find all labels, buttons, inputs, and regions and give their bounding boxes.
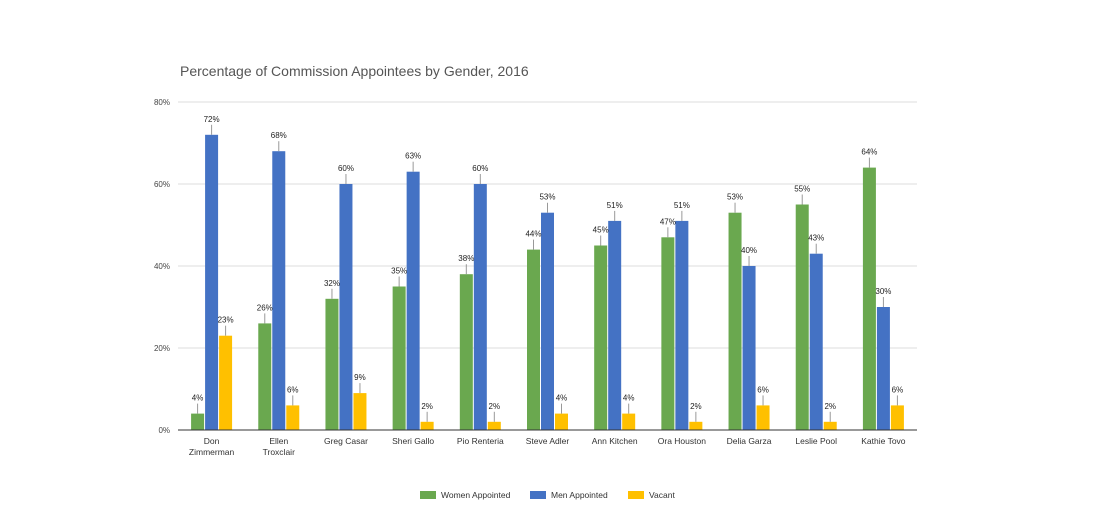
- x-tick-label: Ellen: [269, 436, 288, 446]
- y-tick-label: 0%: [158, 426, 170, 435]
- x-tick-label: Delia Garza: [727, 436, 772, 446]
- x-tick-label: Ann Kitchen: [592, 436, 638, 446]
- data-label: 23%: [218, 316, 234, 325]
- x-tick-label: Greg Casar: [324, 436, 368, 446]
- data-label: 55%: [794, 185, 810, 194]
- data-label: 32%: [324, 279, 340, 288]
- x-tick-label: Ora Houston: [658, 436, 706, 446]
- data-label: 51%: [674, 201, 690, 210]
- bar: [325, 298, 339, 430]
- data-label: 2%: [421, 402, 433, 411]
- data-label: 4%: [192, 394, 204, 403]
- bar: [353, 393, 367, 430]
- bar: [541, 212, 554, 430]
- bar: [555, 413, 568, 430]
- bar: [487, 421, 501, 430]
- bar: [258, 323, 272, 430]
- data-label: 44%: [525, 230, 541, 239]
- bar: [795, 204, 809, 430]
- x-tick-label: Kathie Tovo: [861, 436, 906, 446]
- legend-label[interactable]: Men Appointed: [551, 490, 608, 500]
- data-label: 38%: [458, 254, 474, 263]
- data-label: 6%: [892, 385, 904, 394]
- data-label: 9%: [354, 373, 366, 382]
- bar: [527, 249, 540, 430]
- data-label: 26%: [257, 303, 273, 312]
- x-tick-label: Don: [204, 436, 220, 446]
- bar: [219, 335, 233, 430]
- data-label: 40%: [741, 246, 757, 255]
- bar: [728, 212, 742, 430]
- y-tick-label: 80%: [154, 98, 170, 107]
- bar: [286, 405, 300, 430]
- bar: [594, 245, 608, 430]
- x-tick-label: Zimmerman: [189, 447, 235, 457]
- legend-label[interactable]: Women Appointed: [441, 490, 511, 500]
- bar: [191, 413, 205, 430]
- bar: [862, 167, 876, 430]
- data-label: 6%: [287, 385, 299, 394]
- bar: [406, 171, 420, 430]
- bar: [420, 421, 434, 430]
- y-axis-ticks: 0% 20% 40% 60% 80%: [154, 98, 170, 435]
- data-label: 6%: [757, 385, 769, 394]
- x-tick-label: Troxclair: [263, 447, 295, 457]
- bar: [392, 286, 406, 430]
- chart-title: Percentage of Commission Appointees by G…: [180, 63, 529, 79]
- bar: [876, 307, 890, 430]
- bar: [459, 274, 473, 430]
- legend-label[interactable]: Vacant: [649, 490, 675, 500]
- bar: [622, 413, 636, 430]
- data-label: 53%: [539, 193, 555, 202]
- x-tick-label: Steve Adler: [526, 436, 570, 446]
- bar: [756, 405, 770, 430]
- bar: [742, 266, 756, 430]
- data-label: 53%: [727, 193, 743, 202]
- data-label: 43%: [808, 234, 824, 243]
- bar: [473, 184, 487, 430]
- data-label: 2%: [690, 402, 702, 411]
- bar: [823, 421, 837, 430]
- bar: [608, 220, 622, 430]
- data-label: 4%: [556, 394, 568, 403]
- bar: [339, 184, 353, 430]
- data-label: 35%: [391, 267, 407, 276]
- data-label: 45%: [593, 226, 609, 235]
- bar: [809, 253, 823, 430]
- data-label: 2%: [489, 402, 501, 411]
- data-label: 60%: [472, 164, 488, 173]
- data-label: 4%: [623, 394, 635, 403]
- bar: [661, 237, 675, 430]
- bar: [272, 151, 286, 430]
- legend-swatch: [420, 491, 436, 499]
- bar: [689, 421, 703, 430]
- data-label: 64%: [861, 148, 877, 157]
- data-label: 72%: [204, 115, 220, 124]
- bar: [890, 405, 904, 430]
- data-labels: 4% 72% 23% 26% 68% 6% 32% 60% 9% 35% 63% 2% 38% 60% 2%…: [192, 115, 903, 422]
- data-label: 30%: [875, 287, 891, 296]
- bar: [675, 220, 689, 430]
- y-tick-label: 40%: [154, 262, 170, 271]
- data-label: 63%: [405, 152, 421, 161]
- y-tick-label: 60%: [154, 180, 170, 189]
- x-tick-label: Leslie Pool: [795, 436, 837, 446]
- bar: [205, 134, 219, 431]
- data-label: 2%: [824, 402, 836, 411]
- data-label: 60%: [338, 164, 354, 173]
- data-label: 68%: [271, 131, 287, 140]
- x-tick-label: Pio Renteria: [457, 436, 504, 446]
- legend[interactable]: Women Appointed Men Appointed Vacant: [420, 490, 675, 500]
- data-label: 51%: [607, 201, 623, 210]
- data-label: 47%: [660, 217, 676, 226]
- legend-swatch: [628, 491, 644, 499]
- x-tick-label: Sheri Gallo: [392, 436, 434, 446]
- bars: [191, 134, 904, 431]
- y-tick-label: 20%: [154, 344, 170, 353]
- legend-swatch: [530, 491, 546, 499]
